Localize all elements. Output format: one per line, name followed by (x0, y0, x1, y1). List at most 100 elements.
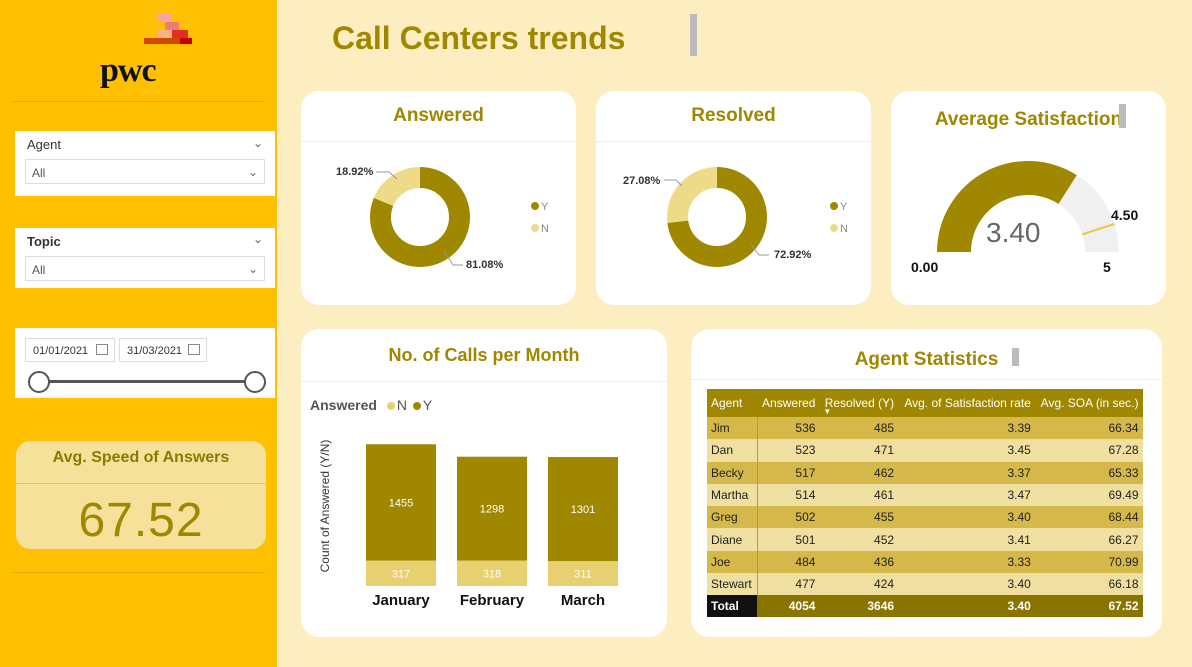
start-date-value: 01/01/2021 (33, 345, 89, 357)
table-row[interactable]: Joe 484 436 3.33 70.99 (707, 550, 1143, 574)
calls-per-month-card: No. of Calls per Month Answered N Y Coun… (301, 329, 667, 637)
table-cell: 3.41 (898, 528, 1035, 551)
start-date-handle[interactable] (28, 371, 50, 393)
avg-speed-card: Avg. Speed of Answers 67.52 (16, 441, 266, 549)
table-cell: Diane (707, 528, 758, 551)
table-cell: 477 (757, 573, 820, 596)
total-cell: Total (707, 595, 758, 618)
legend-n: N (531, 223, 549, 235)
gauge-fill[interactable] (937, 161, 1077, 252)
column-header[interactable]: Answered (757, 389, 820, 417)
divider (596, 141, 871, 142)
resize-handle[interactable] (1012, 348, 1019, 366)
table-row[interactable]: Dan 523 471 3.45 67.28 (707, 439, 1143, 462)
table-cell: Jim (707, 417, 758, 440)
divider (12, 101, 265, 102)
bar-data-label: 317 (392, 568, 410, 580)
table-total-row: Total 4054 3646 3.40 67.52 (707, 595, 1143, 618)
column-header[interactable]: Avg. of Satisfaction rate (898, 389, 1035, 417)
table-cell: 536 (757, 417, 820, 440)
divider (12, 572, 265, 573)
resize-handle[interactable] (690, 14, 697, 56)
label-leader (664, 179, 683, 187)
end-date-input[interactable]: 31/03/2021 (119, 338, 207, 362)
table-cell: Greg (707, 506, 758, 529)
table-cell: 3.33 (898, 550, 1035, 574)
table-cell: 66.27 (1034, 528, 1143, 551)
table-row[interactable]: Becky 517 462 3.37 65.33 (707, 461, 1143, 484)
table-row[interactable]: Jim 536 485 3.39 66.34 (707, 417, 1143, 440)
table-cell: 452 (819, 528, 899, 551)
legend-title: Answered (310, 397, 377, 413)
table-cell: 66.18 (1034, 573, 1143, 596)
answered-donut-chart (370, 167, 470, 267)
table-cell: 462 (819, 461, 899, 484)
bar-y-february[interactable] (457, 456, 527, 561)
start-date-input[interactable]: 01/01/2021 (25, 338, 115, 362)
sidebar: pwc Agent ⌄ All ⌄ Topic ⌄ All ⌄ 01/01/20… (0, 0, 277, 667)
satisfaction-title: Average Satisfaction (934, 109, 1123, 130)
satisfaction-card: Average Satisfaction 3.40 0.00 5 4.50 (891, 91, 1166, 305)
avg-speed-label: Avg. Speed of Answers (52, 449, 230, 466)
chevron-down-icon[interactable]: ⌄ (252, 136, 263, 150)
total-cell: 4054 (757, 595, 820, 618)
agent-dropdown[interactable]: All ⌄ (25, 159, 265, 184)
table-cell: 502 (757, 506, 820, 529)
gauge-target: 4.50 (1111, 207, 1139, 223)
resolved-n-pct: 27.08% (623, 175, 661, 187)
date-range-track[interactable] (39, 380, 257, 383)
bar-data-label: 311 (574, 569, 592, 581)
table-row[interactable]: Martha 514 461 3.47 69.49 (707, 483, 1143, 507)
legend-y: Y (531, 201, 548, 213)
agent-slicer: Agent ⌄ All ⌄ (15, 131, 275, 196)
answered-title: Answered (393, 105, 484, 126)
logo-text: pwc (100, 52, 157, 89)
gauge-value: 3.40 (986, 217, 1041, 248)
bar-y-january[interactable] (366, 444, 436, 561)
divider (301, 381, 667, 382)
table-cell: Martha (707, 483, 758, 507)
bar-y-march[interactable] (548, 457, 618, 562)
resize-handle[interactable] (1119, 104, 1126, 128)
donut-slice-n[interactable] (370, 167, 470, 267)
gauge-min: 0.00 (911, 259, 939, 275)
answered-y-pct: 81.08% (466, 259, 504, 271)
end-date-handle[interactable] (244, 371, 266, 393)
legend-n: N (830, 223, 848, 235)
date-slicer: 01/01/2021 31/03/2021 (15, 328, 275, 398)
calendar-icon[interactable] (188, 344, 200, 355)
table-row[interactable]: Greg 502 455 3.40 68.44 (707, 506, 1143, 529)
table-row[interactable]: Diane 501 452 3.41 66.27 (707, 528, 1143, 551)
satisfaction-gauge (937, 161, 1119, 252)
topic-dropdown[interactable]: All ⌄ (25, 256, 265, 281)
answered-card: Answered 18.92% 81.08% Y N (301, 91, 576, 305)
table-cell: 68.44 (1034, 506, 1143, 529)
x-tick-label: March (561, 592, 605, 609)
x-tick-label: January (372, 592, 430, 609)
bar-n-february[interactable] (457, 560, 527, 586)
column-header[interactable]: Avg. SOA (in sec.) (1034, 389, 1143, 417)
column-header-sorted[interactable]: Resolved (Y) ▼ (819, 389, 899, 417)
label-leader (750, 243, 769, 256)
avg-speed-value: 67.52 (78, 494, 204, 547)
table-cell: 514 (757, 483, 820, 507)
bar-n-january[interactable] (366, 560, 436, 586)
topic-dropdown-value: All (32, 263, 46, 277)
donut-slice-n[interactable] (667, 167, 767, 267)
bar-n-march[interactable] (548, 561, 618, 586)
table-cell: 501 (757, 528, 820, 551)
table-cell: 517 (757, 461, 820, 484)
calendar-icon[interactable] (96, 344, 108, 355)
label-leader (443, 250, 463, 266)
legend-y: Y (830, 201, 847, 213)
table-row[interactable]: Stewart 477 424 3.40 66.18 (707, 573, 1143, 596)
table-cell: 436 (819, 550, 899, 574)
x-tick-label: February (460, 592, 525, 609)
divider (691, 379, 1162, 380)
table-cell: 3.47 (898, 483, 1035, 507)
table-cell: 424 (819, 573, 899, 596)
table-cell: 65.33 (1034, 461, 1143, 484)
chevron-down-icon[interactable]: ⌄ (252, 232, 263, 246)
column-header[interactable]: Agent (707, 389, 758, 417)
